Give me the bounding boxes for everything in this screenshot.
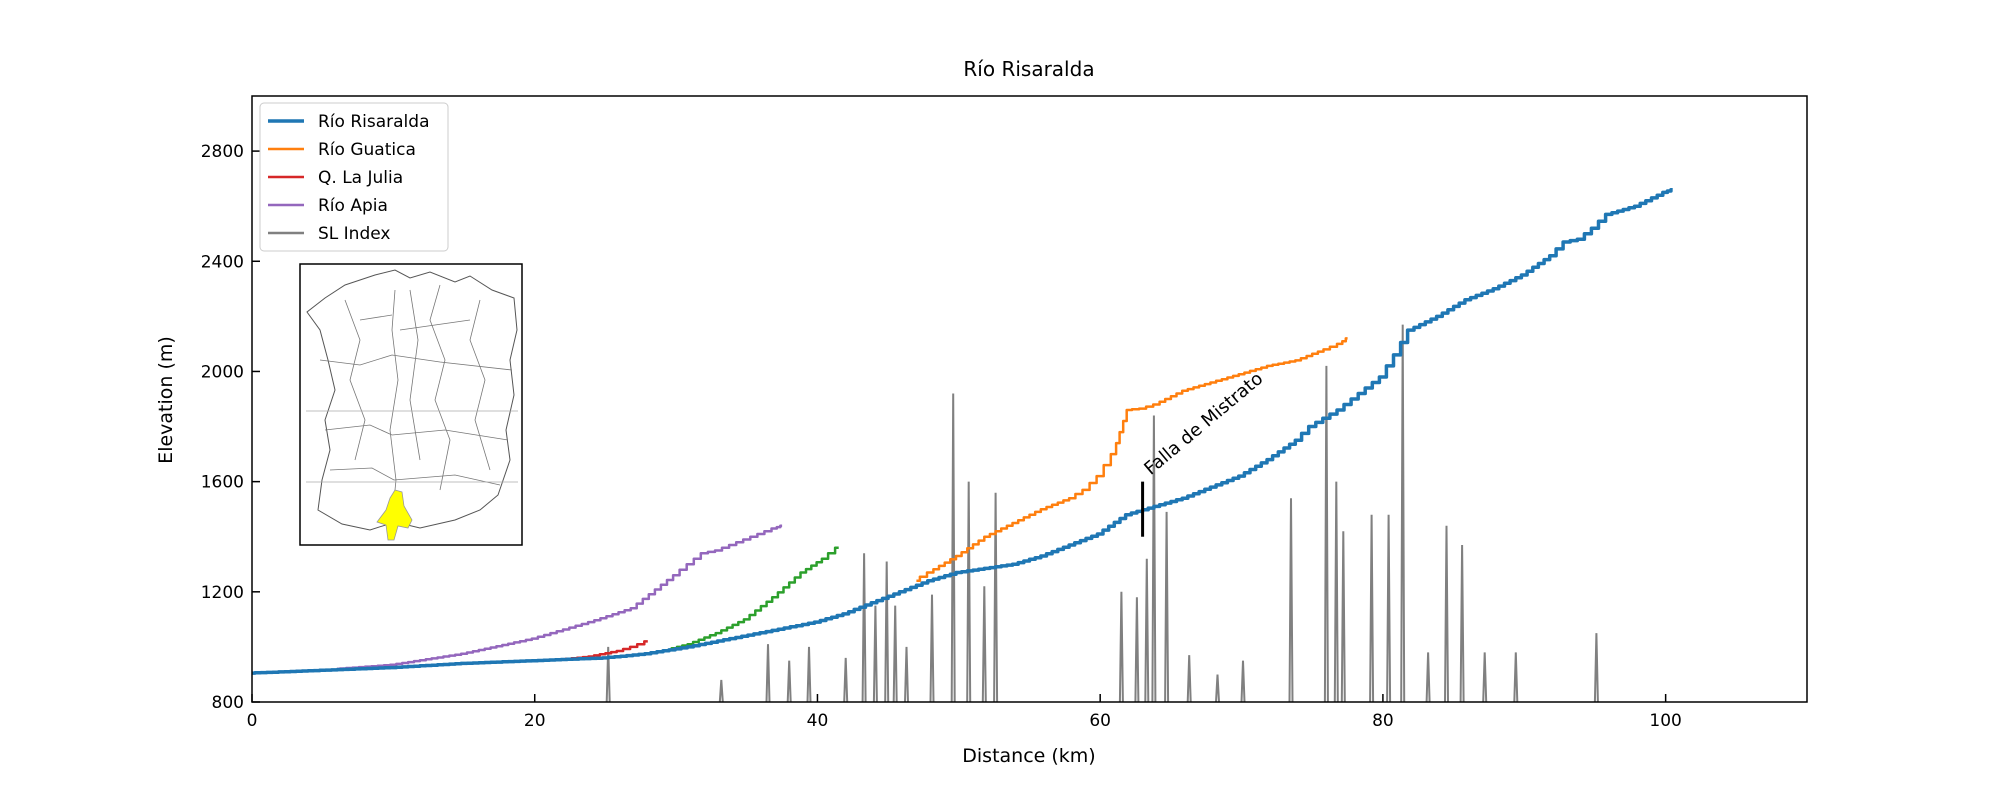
x-tick-label-3: 60 bbox=[1089, 711, 1111, 731]
legend-label-0: Río Risaralda bbox=[318, 112, 430, 132]
legend-label-4: SL Index bbox=[318, 224, 390, 244]
x-tick-label-5: 100 bbox=[1649, 711, 1681, 731]
highlighted-basin bbox=[376, 489, 413, 541]
series-r-o-apia bbox=[336, 524, 783, 671]
legend-label-1: Río Guatica bbox=[318, 140, 416, 160]
y-tick-label-1: 1200 bbox=[201, 583, 244, 603]
x-tick-label-1: 20 bbox=[524, 711, 546, 731]
chart-title: Río Risaralda bbox=[963, 57, 1094, 81]
y-tick-label-2: 1600 bbox=[201, 473, 244, 493]
fault-annotation: Falla de Mistrato bbox=[1140, 368, 1267, 537]
y-tick-label-5: 2800 bbox=[201, 142, 244, 162]
series-layer bbox=[252, 187, 1673, 703]
series-unlabeled-tributary bbox=[669, 546, 839, 651]
legend-label-2: Q. La Julia bbox=[318, 168, 403, 188]
y-tick-label-4: 2400 bbox=[201, 252, 244, 272]
legend: Río Risaralda Río Guatica Q. La Julia Río A… bbox=[259, 102, 449, 252]
y-tick-label-3: 2000 bbox=[201, 362, 244, 382]
plot-frame bbox=[251, 95, 1808, 703]
series-r-o-risaralda bbox=[252, 187, 1673, 675]
axis-ticks: 0 20 40 60 80 100 800 1200 1600 2000 2400 2800 bbox=[201, 142, 1682, 731]
y-tick-label-0: 800 bbox=[212, 693, 244, 713]
legend-box bbox=[259, 102, 449, 252]
sub-basin-lines bbox=[319, 284, 513, 521]
x-tick-label-2: 40 bbox=[807, 711, 829, 731]
legend-label-3: Río Apia bbox=[318, 196, 388, 216]
series-r-o-guatica bbox=[916, 337, 1348, 583]
x-axis-label: Distance (km) bbox=[962, 745, 1095, 767]
basin-outline bbox=[306, 269, 518, 531]
inset-map bbox=[299, 263, 523, 546]
y-axis-label: Elevation (m) bbox=[155, 336, 177, 464]
x-tick-label-0: 0 bbox=[247, 711, 258, 731]
series-sl-index bbox=[605, 324, 1599, 703]
x-tick-label-4: 80 bbox=[1372, 711, 1394, 731]
